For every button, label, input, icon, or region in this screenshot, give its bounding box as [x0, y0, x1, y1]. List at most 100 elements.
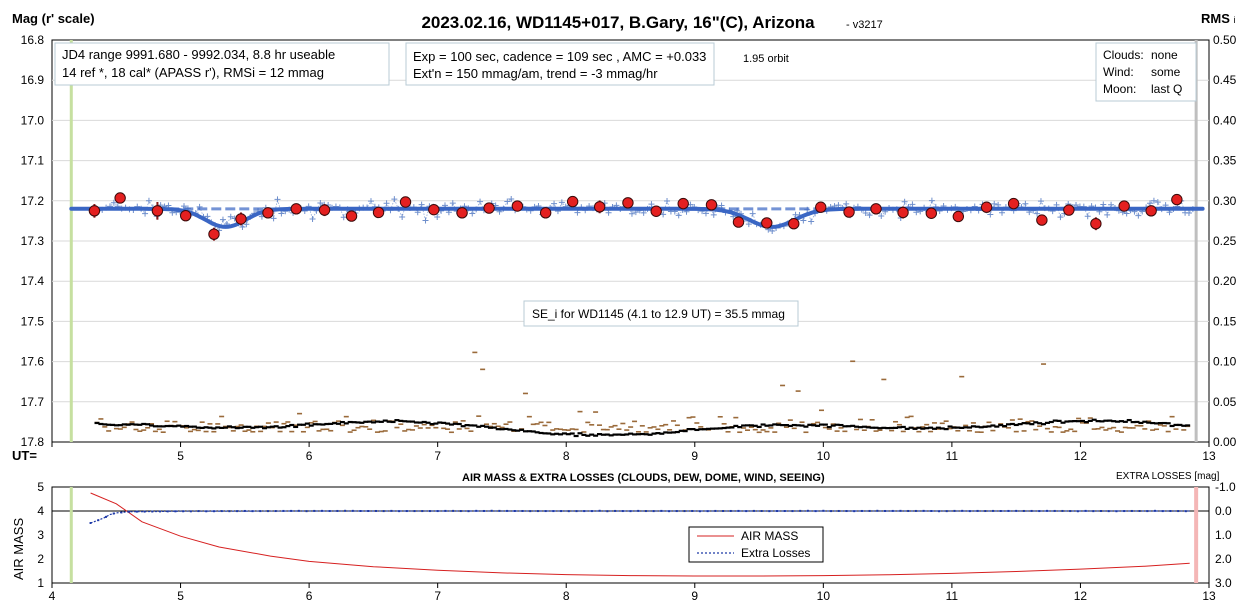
extra-losses-point: [984, 510, 987, 513]
lower-y-tick-left: 4: [37, 504, 44, 518]
se-box: SE_i for WD1145 (4.1 to 12.9 UT) = 35.5 …: [523, 300, 799, 327]
raw-point: [399, 214, 406, 221]
extra-losses-point: [197, 510, 200, 513]
lower-chart-title: AIR MASS & EXTRA LOSSES (CLOUDS, DEW, DO…: [462, 472, 825, 484]
extra-losses-point: [135, 510, 138, 513]
raw-point: [477, 198, 484, 205]
binned-point: [1171, 193, 1183, 206]
raw-point: [808, 218, 815, 225]
chart-title: 2023.02.16, WD1145+017, B.Gary, 16"(C), …: [421, 13, 815, 32]
lower-y-tick-right: 3.0: [1215, 576, 1232, 590]
raw-point: [422, 217, 429, 224]
binned-point: [399, 196, 412, 208]
extra-losses-point: [868, 509, 871, 512]
binned-point: [1036, 214, 1048, 226]
binned-point: [372, 206, 385, 219]
raw-point: [340, 214, 347, 221]
extra-losses-point: [799, 509, 802, 512]
y-tick-right: 0.00: [1213, 435, 1237, 449]
raw-point: [1185, 210, 1192, 217]
raw-point: [769, 228, 776, 235]
extra-losses-point: [97, 519, 100, 522]
y-tick-left: 17.2: [21, 194, 45, 208]
x-tick-label: 7: [434, 449, 441, 463]
extra-losses-point: [436, 510, 439, 513]
extra-losses-point: [899, 509, 902, 512]
lower-x-tick-label: 11: [946, 589, 959, 603]
binned-point: [1145, 205, 1157, 217]
extra-losses-point: [737, 509, 740, 512]
extra-losses-point: [575, 510, 578, 513]
extra-losses-point: [467, 510, 470, 513]
extra-losses-point: [1015, 509, 1018, 512]
raw-point: [909, 201, 916, 208]
extra-losses-point: [212, 510, 215, 513]
raw-point: [278, 210, 285, 217]
extra-losses-point: [320, 509, 323, 512]
extra-losses-point: [606, 510, 609, 513]
x-tick-label: 10: [817, 449, 831, 463]
extra-losses-point: [1084, 509, 1087, 512]
extra-losses-point: [590, 510, 593, 513]
x-tick-label: 6: [306, 449, 313, 463]
binned-point: [980, 201, 993, 213]
legend-extra-losses: Extra Losses: [741, 546, 810, 560]
raw-point: [1147, 200, 1154, 207]
extra-losses-point: [914, 509, 917, 512]
raw-point: [243, 221, 250, 228]
binned-point: [650, 205, 662, 217]
raw-point: [710, 211, 717, 218]
raw-point: [110, 199, 117, 206]
raw-point: [142, 210, 149, 217]
raw-point: [1057, 214, 1064, 221]
extra-losses-point: [490, 509, 493, 512]
raw-point: [391, 196, 398, 203]
raw-point: [901, 198, 908, 205]
legend: AIR MASS Extra Losses: [688, 526, 824, 563]
extra-losses-point: [1092, 510, 1095, 513]
extra-losses-point: [259, 510, 262, 513]
extra-losses-point: [1038, 510, 1041, 513]
extra-losses-point: [158, 510, 161, 513]
extra-losses-point: [621, 510, 624, 513]
extra-losses-point: [999, 510, 1002, 513]
extra-losses-point: [567, 510, 570, 513]
raw-point: [928, 197, 935, 204]
extra-losses-point: [1076, 510, 1079, 513]
binned-point: [511, 200, 524, 212]
binned-point: [732, 216, 745, 228]
binned-point: [1007, 197, 1020, 210]
extra-losses-point: [961, 509, 964, 512]
raw-point: [434, 214, 441, 221]
lower-y-tick-right: 0.0: [1215, 504, 1232, 518]
main-y-ticks: 16.8 0.50 16.9 0.45 17.0 0.40 17.1 0.35 17.2 0.30…: [21, 33, 1237, 449]
binned-point: [761, 217, 773, 229]
extra-losses-point: [174, 510, 177, 513]
x-tick-label: 13: [1202, 449, 1216, 463]
lower-y-tick-left: 2: [37, 552, 44, 566]
extra-losses-point: [236, 510, 239, 513]
lower-x-tick-label: 8: [563, 589, 570, 603]
info-box-range: JD4 range 9991.680 - 9992.034, 8.8 hr us…: [54, 42, 390, 86]
extra-losses-point: [945, 510, 948, 513]
extra-losses-point: [151, 510, 154, 513]
x-tick-label: 8: [563, 449, 570, 463]
raw-point: [383, 200, 390, 207]
binned-point: [622, 197, 634, 209]
binned-point: [1090, 218, 1102, 230]
extra-losses-point: [691, 509, 694, 512]
extra-losses-point: [1138, 510, 1141, 513]
extra-losses-point: [884, 509, 887, 512]
binned-points: [88, 192, 1183, 241]
extra-losses-line: [90, 510, 1190, 524]
extra-losses-point: [830, 510, 833, 513]
raw-point: [1104, 211, 1111, 218]
extra-losses-point: [930, 509, 933, 512]
main-x-ticks: 5 6 7 8 9 10 11 12 13: [51, 442, 1216, 463]
raw-point: [551, 200, 558, 207]
extra-losses-point: [398, 510, 401, 513]
extra-losses-point: [475, 509, 478, 512]
raw-point: [145, 197, 152, 204]
lower-y-tick-left: 1: [37, 576, 44, 590]
extra-losses-point: [143, 510, 146, 513]
